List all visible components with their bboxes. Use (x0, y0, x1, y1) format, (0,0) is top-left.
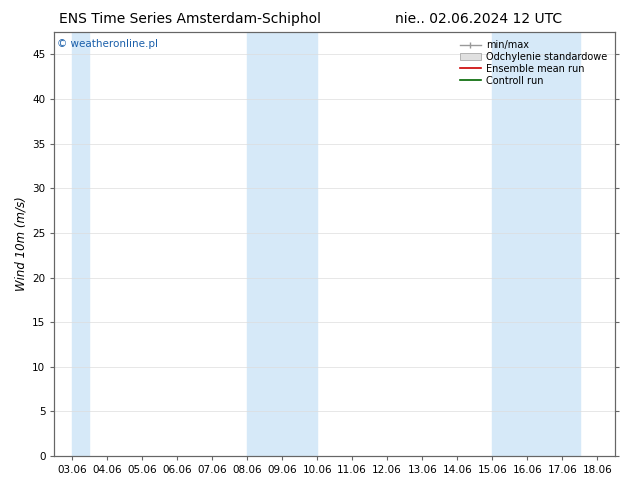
Text: nie.. 02.06.2024 12 UTC: nie.. 02.06.2024 12 UTC (395, 12, 562, 26)
Y-axis label: Wind 10m (m/s): Wind 10m (m/s) (15, 196, 28, 292)
Text: © weatheronline.pl: © weatheronline.pl (57, 39, 158, 49)
Bar (247, 32, 317, 456)
Legend: min/max, Odchylenie standardowe, Ensemble mean run, Controll run: min/max, Odchylenie standardowe, Ensembl… (456, 37, 610, 89)
Bar (492, 32, 580, 456)
Bar (72, 32, 89, 456)
Text: ENS Time Series Amsterdam-Schiphol: ENS Time Series Amsterdam-Schiphol (59, 12, 321, 26)
